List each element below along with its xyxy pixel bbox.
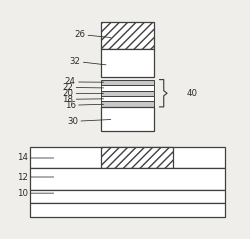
Bar bbox=[101, 80, 154, 85]
Bar bbox=[101, 85, 154, 91]
Text: 30: 30 bbox=[67, 117, 111, 126]
Bar bbox=[30, 190, 225, 203]
Bar bbox=[101, 91, 154, 96]
Bar bbox=[30, 203, 225, 217]
Text: 14: 14 bbox=[17, 153, 54, 163]
Text: 18: 18 bbox=[62, 95, 104, 104]
Bar bbox=[101, 22, 154, 49]
Text: 10: 10 bbox=[17, 189, 54, 198]
Text: 40: 40 bbox=[187, 89, 198, 98]
Text: 32: 32 bbox=[70, 57, 106, 66]
Text: 22: 22 bbox=[62, 83, 104, 92]
Bar bbox=[101, 147, 172, 168]
Bar bbox=[30, 147, 225, 168]
Text: 26: 26 bbox=[74, 30, 111, 39]
Bar bbox=[101, 96, 154, 101]
Bar bbox=[101, 49, 154, 77]
Bar bbox=[30, 168, 225, 190]
Text: 24: 24 bbox=[65, 77, 104, 87]
Text: 20: 20 bbox=[62, 89, 104, 98]
Text: 16: 16 bbox=[65, 101, 104, 110]
Bar bbox=[101, 101, 154, 107]
Text: 12: 12 bbox=[17, 173, 54, 181]
Bar bbox=[101, 107, 154, 131]
